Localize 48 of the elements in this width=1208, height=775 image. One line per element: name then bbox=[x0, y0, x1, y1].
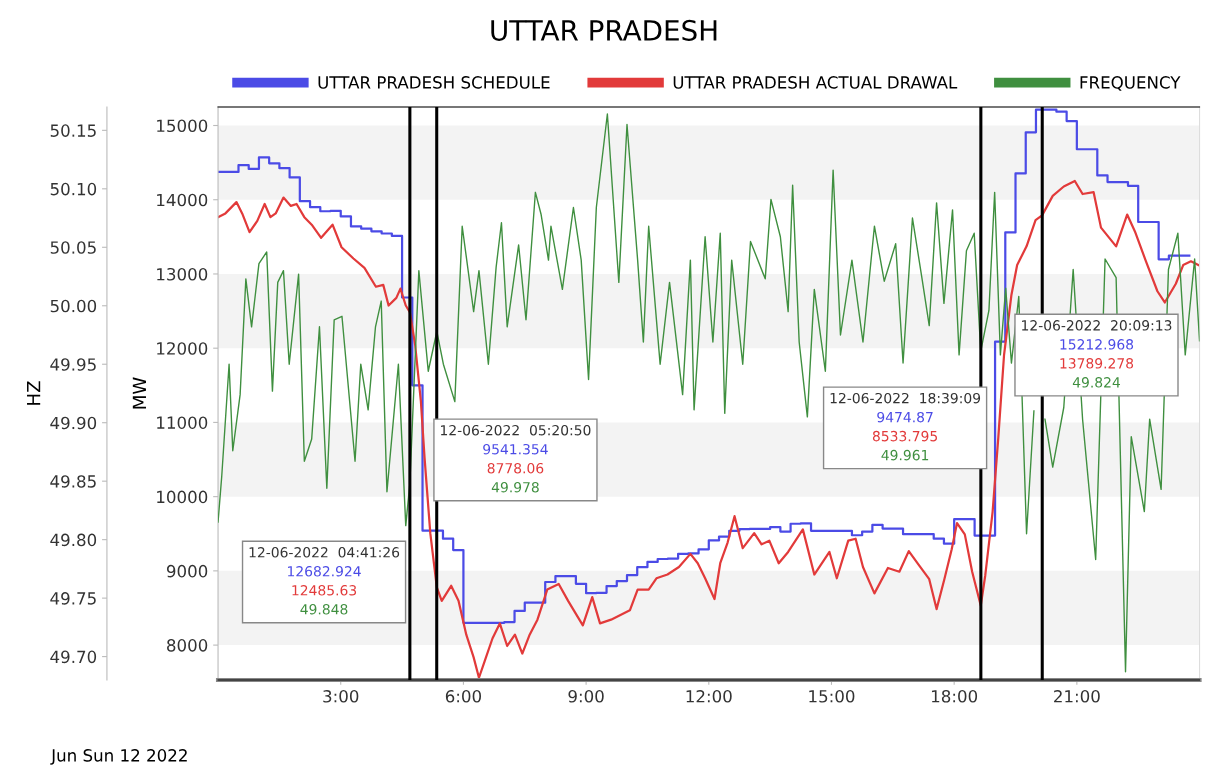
annotation: 12-06-2022 04:41:26 bbox=[249, 547, 400, 558]
x-axis-title: Jun Sun 12 2022 bbox=[50, 749, 187, 765]
y2-tick-label: 50.15 bbox=[50, 124, 96, 137]
y2-tick-label: 49.75 bbox=[50, 592, 96, 605]
annotation: 8533.795 bbox=[872, 430, 938, 442]
annotation: 12-06-2022 20:09:13 bbox=[1022, 320, 1172, 331]
y2-tick-label: 49.85 bbox=[50, 475, 96, 488]
y2-tick-label: 50.05 bbox=[50, 241, 96, 254]
x-tick-label: 18:00 bbox=[931, 690, 978, 703]
x-tick-label: 21:00 bbox=[1054, 690, 1100, 703]
x-tick-label: 9:00 bbox=[568, 690, 604, 703]
annotation: 9541.354 bbox=[483, 443, 548, 455]
annotation: 49.978 bbox=[491, 481, 539, 493]
y2-tick-label: 50.00 bbox=[50, 299, 97, 313]
y2-tick-label: 49.70 bbox=[50, 650, 97, 664]
legend-label: FREQUENCY bbox=[1080, 76, 1181, 91]
y2-tick-label: 49.95 bbox=[50, 358, 96, 371]
y-tick-label: 13000 bbox=[157, 267, 208, 281]
y2-axis-title: HZ bbox=[27, 381, 41, 405]
annotation: 12-06-2022 18:39:09 bbox=[830, 392, 981, 404]
annotation: 12-06-2022 05:20:50 bbox=[441, 424, 591, 436]
x-tick-label: 6:00 bbox=[445, 690, 482, 703]
y2-tick-label: 49.90 bbox=[50, 416, 97, 430]
annotation: 15212.968 bbox=[1060, 339, 1134, 350]
y-tick-label: 9000 bbox=[166, 564, 208, 578]
y-axis-title: MW bbox=[132, 377, 146, 409]
y-tick-label: 14000 bbox=[157, 193, 208, 207]
x-tick-label: 15:00 bbox=[809, 690, 855, 703]
annotation: 49.824 bbox=[1072, 377, 1121, 388]
y-tick-label: 8000 bbox=[167, 639, 208, 652]
y-tick-label: 15000 bbox=[157, 119, 208, 133]
annotation: 12682.924 bbox=[288, 566, 361, 577]
legend-label: UTTAR PRADESH ACTUAL DRAWAL bbox=[673, 76, 958, 89]
annotation: 49.961 bbox=[881, 449, 929, 461]
y2-tick-label: 50.10 bbox=[50, 182, 97, 196]
x-tick-label: 12:00 bbox=[686, 690, 732, 703]
annotation: 12485.63 bbox=[292, 585, 357, 596]
x-tick-label: 3:00 bbox=[323, 690, 359, 703]
y2-tick-label: 49.80 bbox=[50, 533, 97, 547]
annotation: 49.848 bbox=[300, 604, 348, 615]
chart-title: UTTAR PRADESH bbox=[491, 19, 717, 41]
y-tick-label: 10000 bbox=[157, 490, 208, 504]
y-tick-label: 12000 bbox=[157, 342, 208, 355]
legend-label: UTTAR PRADESH SCHEDULE bbox=[318, 76, 550, 89]
y-tick-label: 11000 bbox=[157, 416, 208, 429]
annotation: 8778.06 bbox=[487, 462, 544, 474]
annotation: 9474.87 bbox=[877, 411, 933, 423]
annotation: 13789.278 bbox=[1060, 358, 1134, 369]
